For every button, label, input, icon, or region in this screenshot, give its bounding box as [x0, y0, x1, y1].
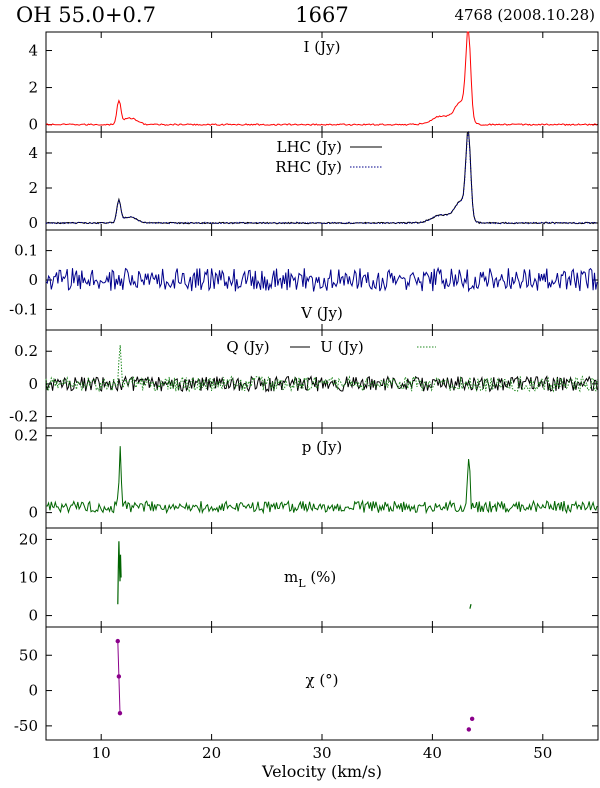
panel-pol-angle: 50 0 -50 10 20 30 40 50 χ (°)	[14, 626, 599, 762]
x-axis-label: Velocity (km/s)	[261, 762, 382, 781]
series-u-line	[45, 345, 598, 393]
x-tick-label: 30	[312, 744, 331, 762]
series-ml-line	[469, 604, 472, 609]
panel-label: V (Jy)	[300, 304, 343, 322]
y-tick-label: 0	[28, 375, 38, 393]
panel-label: I (Jy)	[304, 38, 341, 56]
y-tick-label: 0	[28, 116, 38, 134]
chi-point	[116, 674, 122, 679]
y-tick-label: 0.2	[14, 427, 38, 445]
y-tick-label: 0.1	[14, 242, 38, 260]
y-tick-label: 0	[28, 504, 38, 522]
y-tick-label: -0.2	[9, 408, 38, 426]
x-tick-label: 20	[202, 744, 221, 762]
panel-stokes-q-u: 0.2 0 -0.2 Q (Jy) U (Jy)	[9, 329, 599, 429]
y-tick-label: 0	[28, 682, 38, 700]
series-v-line	[45, 266, 598, 293]
y-tick-label: 20	[19, 530, 38, 548]
y-tick-label: 10	[19, 569, 38, 587]
series-rhc-line	[45, 132, 598, 225]
series-q-line	[45, 375, 598, 393]
y-tick-label: -50	[14, 717, 38, 735]
panel-label: mL (%)	[284, 568, 336, 590]
y-tick-label: 0	[28, 214, 38, 232]
source-name: OH 55.0+0.7	[16, 3, 156, 27]
chi-point	[117, 710, 123, 716]
series-p-line	[45, 446, 598, 515]
y-tick-label: 50	[19, 646, 38, 664]
y-tick-label: 2	[28, 79, 38, 97]
y-tick-label: 0	[28, 607, 38, 625]
chi-point	[469, 716, 475, 722]
panel-label-sub: L	[298, 577, 306, 590]
panel-label: p (Jy)	[302, 438, 343, 456]
series-ml-line	[117, 541, 122, 605]
y-tick-label: 4	[28, 144, 38, 162]
y-tick-label: 2	[28, 179, 38, 197]
panel-stokes-i: 0 2 4 I (Jy)	[28, 31, 599, 134]
panel-frac-pol: 20 10 0 mL (%)	[19, 527, 599, 628]
x-tick-label: 10	[92, 744, 111, 762]
panel-label-tail: (%)	[306, 568, 337, 586]
y-tick-label: -0.1	[9, 300, 38, 318]
x-tick-label: 40	[423, 744, 442, 762]
epoch-label: 4768 (2008.10.28)	[454, 6, 595, 24]
chi-point	[466, 727, 472, 732]
legend-label: RHC (Jy)	[275, 158, 342, 176]
y-tick-label: 4	[28, 42, 38, 60]
frequency-label: 1667	[295, 3, 348, 27]
legend-label: Q (Jy)	[226, 338, 269, 356]
chi-point	[115, 638, 120, 644]
series-i-line	[45, 31, 598, 126]
panel-stokes-v: 0.1 0 -0.1 V (Jy)	[9, 229, 599, 331]
y-tick-label: 0	[28, 271, 38, 289]
panel-label: χ (°)	[305, 671, 338, 689]
legend-label: U (Jy)	[320, 338, 364, 356]
legend-label: LHC (Jy)	[277, 138, 342, 156]
panel-lhc-rhc: 0 2 4 LHC (Jy) RHC (Jy)	[28, 130, 599, 232]
x-tick-label: 50	[533, 744, 552, 762]
panel-linear-pol: 0.2 0 p (Jy)	[14, 427, 599, 529]
y-tick-label: 0.2	[14, 342, 38, 360]
